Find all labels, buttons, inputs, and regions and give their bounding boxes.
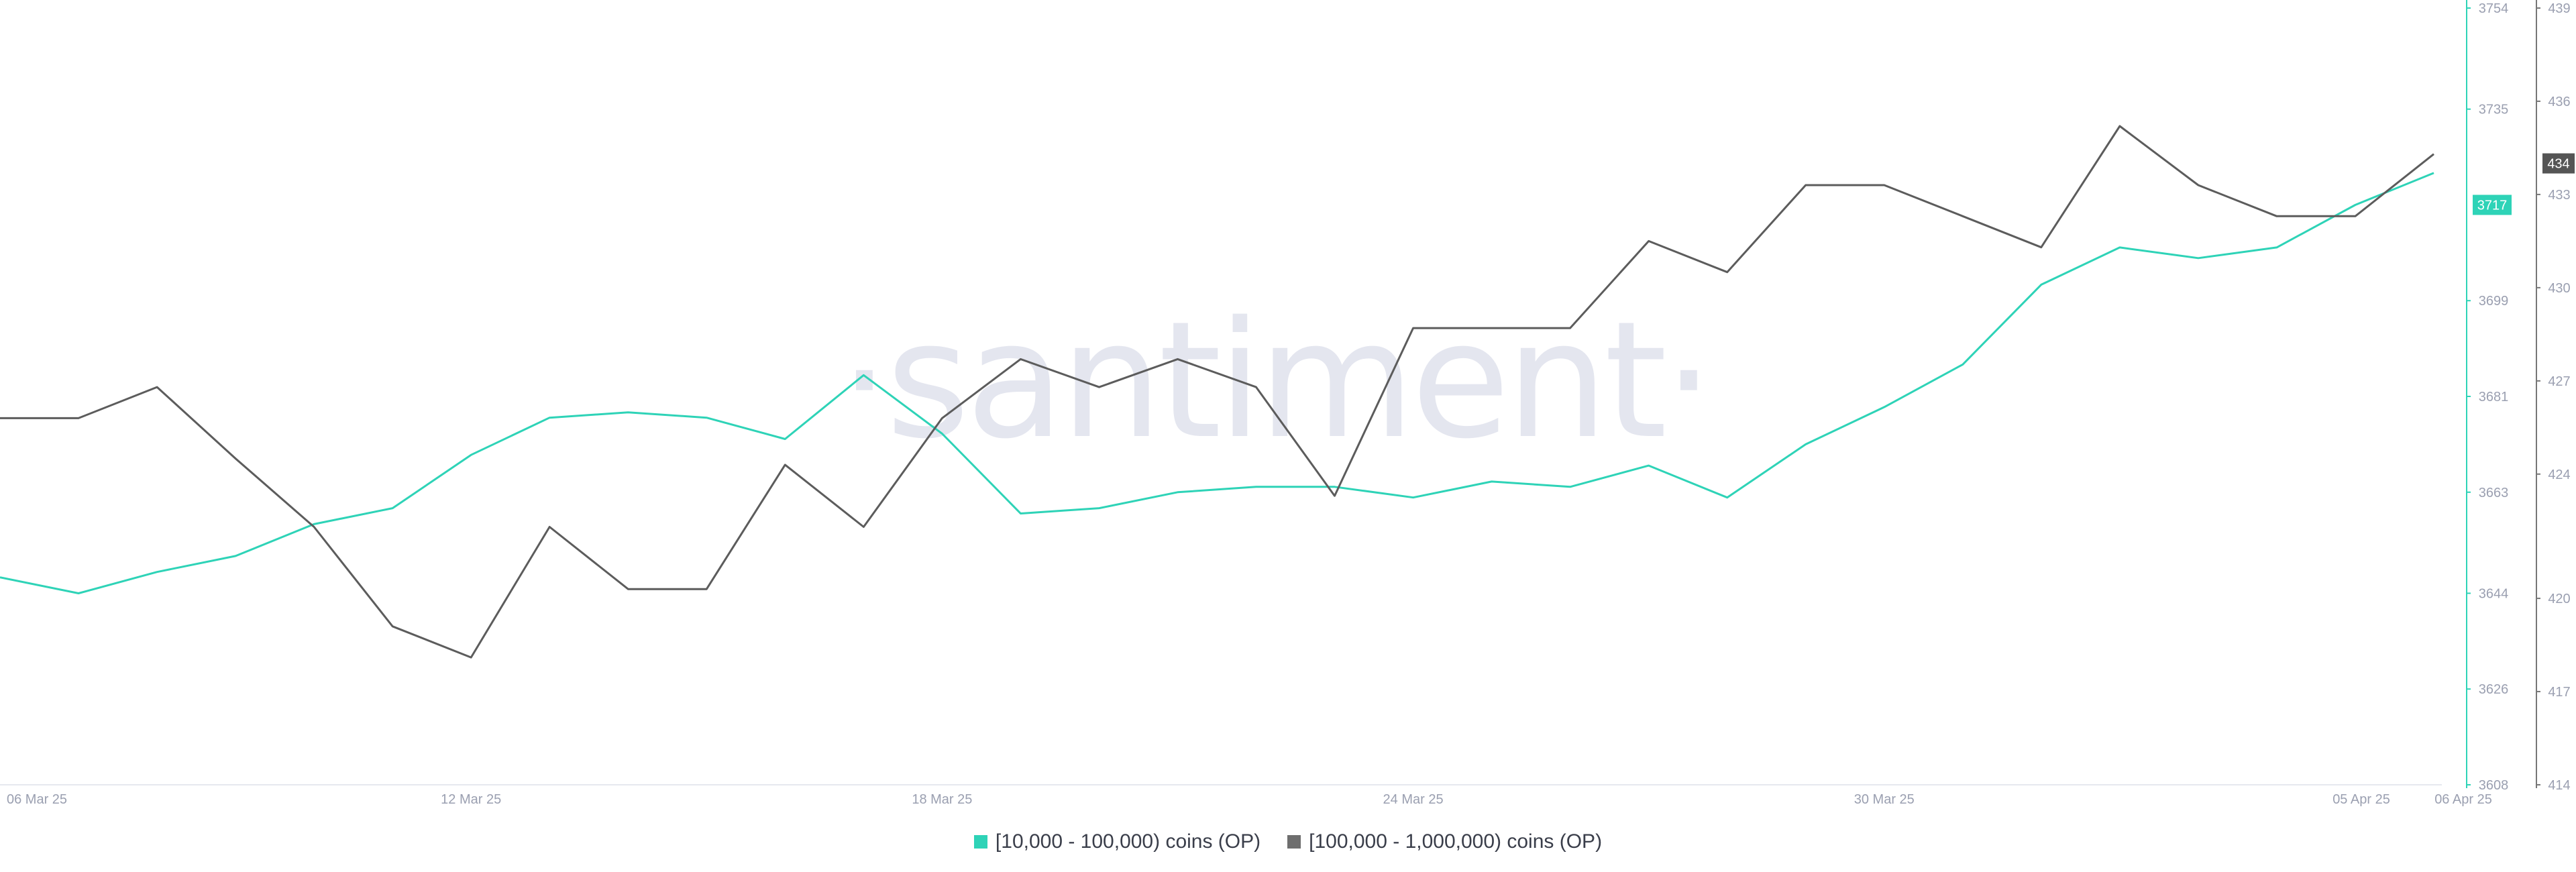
- y-left-tick-label: 3626: [2479, 682, 2509, 697]
- y-right-tick-label: 433: [2548, 188, 2570, 203]
- x-tick-label: 18 Mar 25: [912, 792, 972, 807]
- legend: [10,000 - 100,000) coins (OP) [100,000 -…: [0, 825, 2576, 859]
- x-tick-label: 30 Mar 25: [1854, 792, 1915, 807]
- last-value-label-series-1: 3717: [2477, 198, 2508, 213]
- y-left-tick-label: 3754: [2479, 1, 2509, 16]
- series-line-2: [0, 125, 2434, 659]
- y-axis-left: 3754 3735 3699 3681 3663 3644 3626 3608: [2466, 0, 2509, 793]
- legend-swatch-series-1: [973, 835, 987, 849]
- legend-swatch-series-2: [1287, 835, 1301, 849]
- y-left-tick-label: 3699: [2479, 294, 2509, 309]
- last-value-badge-series-2: [2542, 153, 2575, 174]
- y-left-tick-label: 3681: [2479, 390, 2509, 404]
- series-line-1: [0, 172, 2434, 594]
- last-value-label-series-2: 434: [2547, 157, 2569, 172]
- y-left-tick-label: 3735: [2479, 103, 2509, 117]
- last-value-badges: 3717 434: [2473, 153, 2575, 215]
- line-chart[interactable]: ·santiment· 06 Mar 25 12 Mar 25 18 Mar 25 2…: [0, 0, 2576, 818]
- series-lines: [0, 125, 2434, 659]
- chart-area: ·santiment· 06 Mar 25 12 Mar 25 18 Mar 25 2…: [0, 0, 2576, 818]
- santiment-watermark: ·santiment·: [839, 286, 1710, 474]
- y-right-tick-label: 424: [2548, 468, 2570, 482]
- y-right-tick-label: 439: [2548, 1, 2570, 16]
- y-axis-right: 439 436 433 430 427 424 420 417 414: [2536, 0, 2571, 793]
- x-tick-label: 24 Mar 25: [1383, 792, 1444, 807]
- y-right-tick-label: 430: [2548, 281, 2570, 296]
- last-value-badge-series-1: [2473, 195, 2512, 215]
- legend-label-series-1: [10,000 - 100,000) coins (OP): [995, 830, 1261, 853]
- y-left-tick-label: 3663: [2479, 486, 2509, 500]
- x-tick-label: 06 Mar 25: [7, 792, 67, 807]
- y-right-tick-label: 417: [2548, 685, 2570, 700]
- x-tick-label: 06 Apr 25: [2434, 792, 2492, 807]
- legend-item-series-2[interactable]: [100,000 - 1,000,000) coins (OP): [1287, 830, 1602, 853]
- y-right-tick-label: 420: [2548, 592, 2570, 606]
- y-left-tick-label: 3644: [2479, 586, 2509, 601]
- x-axis: 06 Mar 25 12 Mar 25 18 Mar 25 24 Mar 25 30 M…: [0, 784, 2492, 807]
- x-tick-label: 05 Apr 25: [2332, 792, 2390, 807]
- y-right-tick-label: 427: [2548, 374, 2570, 389]
- legend-label-series-2: [100,000 - 1,000,000) coins (OP): [1309, 830, 1603, 853]
- legend-item-series-1[interactable]: [10,000 - 100,000) coins (OP): [973, 830, 1261, 853]
- y-left-tick-label: 3608: [2479, 778, 2509, 793]
- y-right-tick-label: 436: [2548, 95, 2570, 109]
- x-tick-label: 12 Mar 25: [441, 792, 501, 807]
- y-right-tick-label: 414: [2548, 778, 2570, 793]
